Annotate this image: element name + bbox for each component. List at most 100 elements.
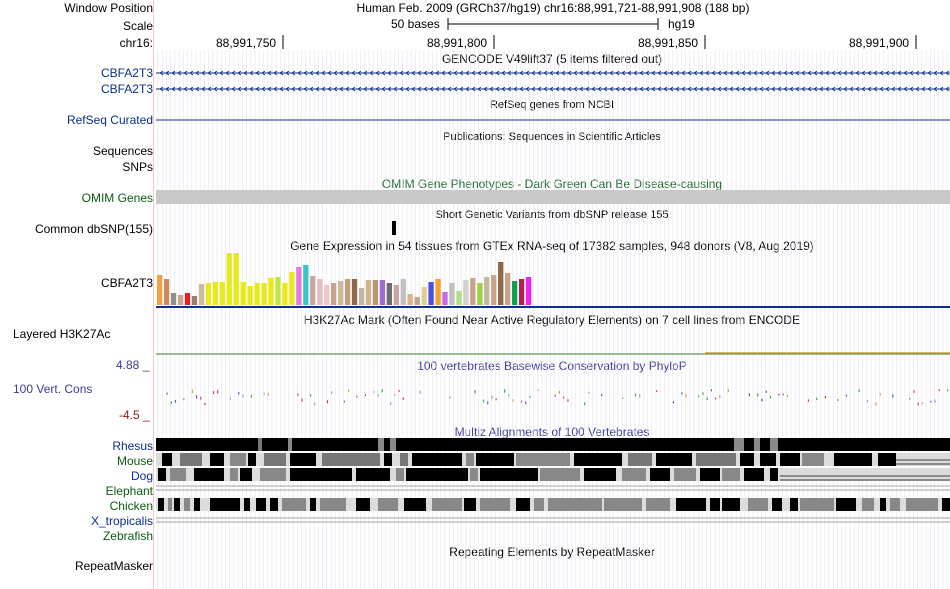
omim-track-label[interactable]: OMIM Genes <box>81 191 153 205</box>
multiz-species-zebrafish[interactable]: Zebrafish <box>102 529 153 543</box>
strand-chevron <box>495 70 500 76</box>
strand-chevron <box>225 86 230 92</box>
strand-chevron <box>807 86 812 92</box>
strand-chevron <box>621 70 626 76</box>
multiz-block <box>396 468 404 481</box>
strand-chevron <box>765 86 770 92</box>
multiz-species-chicken[interactable]: Chicken <box>109 499 153 513</box>
gtex-tissue-bar <box>379 280 386 305</box>
window-position-value[interactable]: Human Feb. 2009 (GRCh37/hg19) chr16:88,9… <box>356 1 750 15</box>
strand-chevron <box>267 70 272 76</box>
gtex-tissue-bar <box>247 286 253 305</box>
multiz-species-dog[interactable]: Dog <box>130 469 153 483</box>
scale-bar-text: 50 bases <box>391 17 440 31</box>
refseq-track-label[interactable]: RefSeq Curated <box>66 113 153 127</box>
gtex-tissue-bar <box>470 278 476 305</box>
multiz-block <box>772 498 782 511</box>
strand-chevron <box>471 86 476 92</box>
multiz-block <box>734 438 744 451</box>
strand-chevron <box>723 86 728 92</box>
strand-chevron <box>327 86 332 92</box>
strand-chevron <box>477 70 482 76</box>
gtex-tissue-bar <box>163 279 170 305</box>
multiz-block <box>890 498 900 511</box>
dbsnp-track-label[interactable]: Common dbSNP(155) <box>34 222 153 236</box>
multiz-species-mouse[interactable]: Mouse <box>116 454 153 468</box>
strand-chevron <box>453 70 458 76</box>
multiz-block <box>412 453 462 466</box>
strand-chevron <box>675 70 680 76</box>
ruler-tick-label: 88,991,800 <box>427 36 488 50</box>
strand-chevron <box>231 86 236 92</box>
strand-chevron <box>243 86 248 92</box>
strand-chevron <box>567 70 572 76</box>
strand-chevron <box>435 86 440 92</box>
phylop-track-label[interactable]: 100 Vert. Cons <box>13 382 93 396</box>
gencode-item-label[interactable]: CBFA2T3 <box>100 82 153 96</box>
strand-chevron <box>699 86 704 92</box>
strand-chevron <box>891 86 896 92</box>
gtex-tissue-bar <box>344 279 351 305</box>
multiz-block <box>214 498 240 511</box>
phylop-point <box>807 399 810 402</box>
multiz-block <box>470 468 478 481</box>
strand-chevron <box>831 86 836 92</box>
repeatmasker-track-label[interactable]: RepeatMasker <box>74 559 153 573</box>
strand-chevron <box>363 70 368 76</box>
phylop-point <box>449 395 451 399</box>
gtex-tissue-bar <box>261 283 267 305</box>
strand-chevron <box>591 86 596 92</box>
h3k27ac-track-label[interactable]: Layered H3K27Ac <box>13 327 111 341</box>
multiz-species-xtropicalis[interactable]: X_tropicalis <box>90 514 153 528</box>
gtex-tissue-bar <box>219 282 225 305</box>
ruler-tick-label: 88,991,750 <box>216 36 277 50</box>
gencode-item-label[interactable]: CBFA2T3 <box>100 66 153 80</box>
multiz-block <box>710 498 720 511</box>
multiz-block <box>356 498 370 511</box>
strand-chevron <box>813 70 818 76</box>
strand-chevron <box>243 70 248 76</box>
multiz-block <box>754 438 760 451</box>
multiz-block <box>390 438 396 451</box>
strand-chevron <box>219 86 224 92</box>
strand-chevron <box>867 86 872 92</box>
phylop-point <box>508 394 510 397</box>
strand-chevron <box>927 70 932 76</box>
phylop-point <box>474 390 476 394</box>
strand-chevron <box>453 86 458 92</box>
multiz-alignment-blocks <box>156 438 950 523</box>
strand-chevron <box>831 70 836 76</box>
gtex-tissue-bar <box>233 253 239 305</box>
gtex-tissue-bar <box>212 282 218 305</box>
multiz-block <box>476 453 514 466</box>
strand-chevron <box>345 86 350 92</box>
multiz-species-elephant[interactable]: Elephant <box>105 484 153 498</box>
phylop-point <box>402 397 404 400</box>
multiz-block <box>282 498 306 511</box>
phylop-point <box>166 392 168 395</box>
strand-chevron <box>621 86 626 92</box>
strand-chevron <box>357 86 362 92</box>
multiz-block <box>194 468 224 481</box>
strand-chevron <box>657 86 662 92</box>
strand-chevron <box>393 86 398 92</box>
strand-chevron <box>861 70 866 76</box>
strand-chevron <box>195 70 200 76</box>
phylop-point <box>191 389 193 394</box>
phylop-point <box>250 395 253 398</box>
strand-chevron <box>543 70 548 76</box>
gtex-tissue-bar <box>372 280 379 305</box>
strand-chevron <box>879 70 884 76</box>
strand-chevron <box>825 86 830 92</box>
strand-chevron <box>519 70 524 76</box>
strand-chevron <box>447 70 452 76</box>
publications-label-sequences[interactable]: Sequences <box>92 144 153 158</box>
strand-chevron <box>711 86 716 92</box>
publications-label-snps[interactable]: SNPs <box>122 160 153 174</box>
strand-chevron <box>747 86 752 92</box>
multiz-species-rhesus[interactable]: Rhesus <box>112 439 153 453</box>
gtex-tissue-bar <box>484 277 490 305</box>
gtex-track-label[interactable]: CBFA2T3 <box>100 276 153 290</box>
repeatmasker-track-title: Repeating Elements by RepeatMasker <box>449 545 655 559</box>
